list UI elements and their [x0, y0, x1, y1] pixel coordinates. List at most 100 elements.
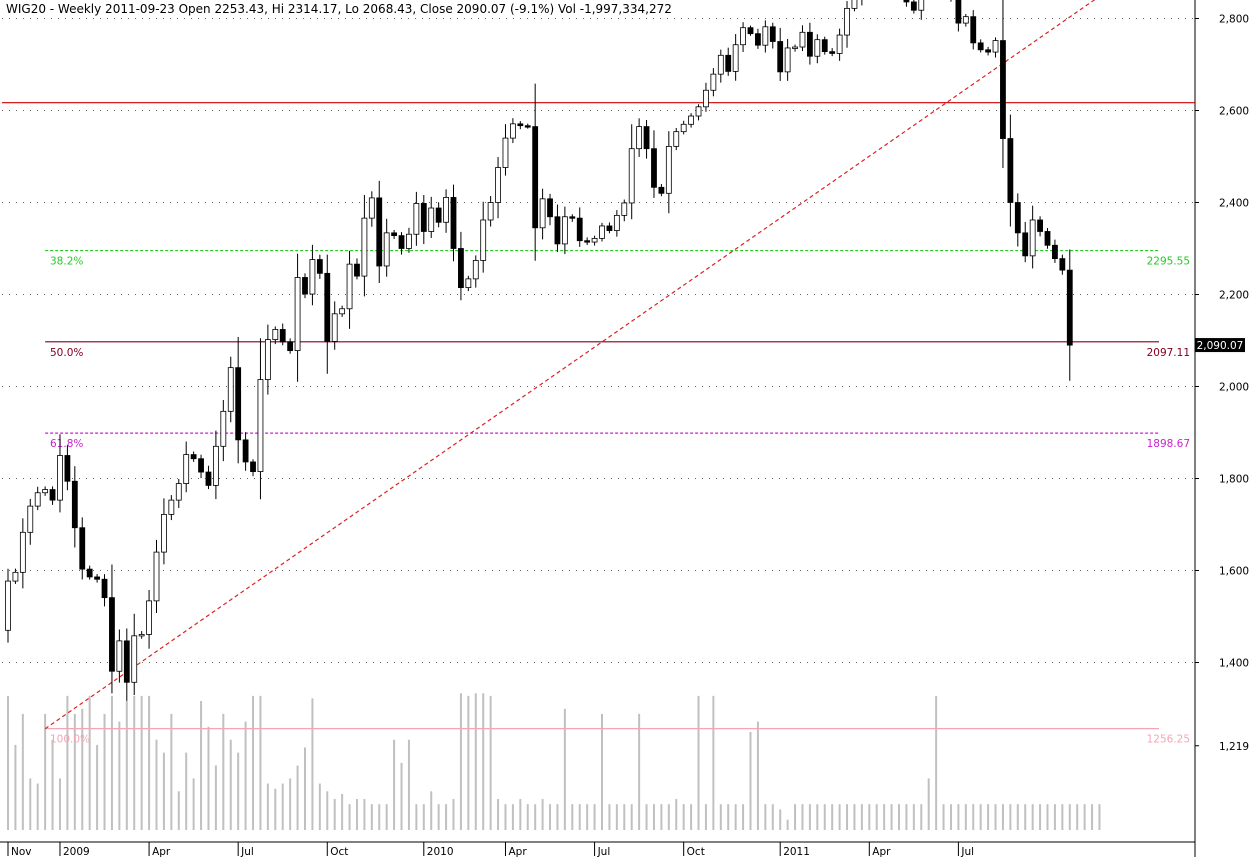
candle-body: [821, 39, 828, 53]
candle-body: [717, 54, 724, 75]
candle-body: [94, 576, 100, 580]
candle-body: [428, 207, 435, 232]
candle-body: [309, 259, 316, 295]
candle-body: [212, 445, 219, 486]
candle-body: [19, 531, 26, 573]
candle-body: [458, 248, 464, 288]
candle-body: [324, 272, 331, 342]
candle-body: [161, 513, 167, 553]
candle-body: [190, 454, 197, 460]
candle-body: [86, 568, 93, 578]
last-price-label: 2,090.07: [1197, 340, 1244, 352]
candle-body: [910, 1, 917, 11]
candle-body: [34, 492, 41, 507]
candle-body: [725, 54, 732, 72]
candle-body: [985, 49, 991, 53]
candle-body: [584, 240, 591, 243]
candle-body: [792, 46, 798, 49]
candle-body: [1037, 219, 1043, 232]
y-tick-label: 2,400: [1219, 198, 1249, 210]
candle-body: [227, 367, 234, 412]
candle-body: [109, 597, 115, 672]
candle-body: [547, 198, 553, 218]
y-tick-label: 1,219: [1219, 741, 1249, 753]
candle-body: [49, 489, 56, 501]
candle-body: [524, 125, 531, 128]
candle-body: [198, 458, 204, 473]
trend-line: [44, 0, 1096, 730]
candle-body: [613, 214, 620, 231]
candle-body: [1014, 202, 1021, 234]
candle-body: [688, 115, 694, 125]
candle-body: [591, 237, 598, 243]
candle-body: [710, 73, 717, 91]
candle-body: [12, 571, 19, 582]
candle-body: [606, 225, 613, 231]
candle-body: [784, 47, 791, 73]
candle-body: [168, 499, 175, 515]
candle-body: [361, 217, 368, 277]
candle-body: [836, 34, 843, 54]
candle-body: [1052, 244, 1058, 260]
candle-body: [5, 580, 11, 631]
candle-body: [368, 197, 375, 219]
candle-body: [599, 225, 605, 239]
candle-body: [651, 148, 657, 188]
y-tick-label: 2,000: [1219, 382, 1249, 394]
candle-body: [465, 278, 472, 288]
candle-body: [116, 640, 123, 672]
candle-body: [272, 329, 279, 340]
fib-level-value: 1256.25: [1147, 734, 1190, 746]
candle-body: [747, 27, 754, 35]
x-tick-label: Oct: [330, 846, 348, 857]
candle-body: [517, 123, 524, 127]
candle-body: [695, 106, 702, 117]
candle-body: [554, 216, 561, 245]
candle-body: [977, 42, 984, 51]
candle-body: [962, 16, 969, 24]
candle-body: [146, 600, 152, 635]
candle-body: [777, 41, 784, 73]
candle-body: [509, 123, 516, 139]
x-tick-label: Apr: [872, 846, 891, 857]
candle-body: [814, 39, 821, 57]
candle-body: [413, 203, 420, 235]
candle-body: [495, 167, 501, 203]
candle-body: [131, 635, 138, 683]
x-tick-label: 2010: [427, 846, 454, 857]
candle-body: [1066, 269, 1073, 346]
candle-body: [844, 7, 850, 36]
candle-body: [903, 0, 910, 3]
candle-body: [918, 0, 925, 11]
candle-body: [658, 186, 665, 194]
candle-body: [264, 339, 271, 380]
chart-header: WIG20 - Weekly 2011-09-23 Open 2253.43, …: [6, 2, 672, 16]
x-tick-label: 2009: [63, 846, 90, 857]
candle-body: [502, 137, 509, 168]
candle-body: [539, 198, 546, 229]
y-tick-label: 2,600: [1219, 106, 1249, 118]
candle-body: [680, 123, 687, 133]
y-tick-label: 1,400: [1219, 658, 1249, 670]
candle-body: [703, 89, 709, 108]
fib-level-label: 50.0%: [50, 347, 83, 359]
candle-body: [294, 277, 301, 352]
candle-body: [220, 410, 227, 447]
candle-body: [829, 51, 836, 54]
candle-body: [435, 207, 442, 223]
candle-body: [42, 489, 49, 494]
candle-body: [740, 27, 746, 46]
x-tick-label: Oct: [687, 846, 705, 857]
candle-body: [287, 341, 294, 352]
candle-body: [673, 131, 680, 147]
candle-body: [1000, 40, 1006, 139]
fib-level-value: 1898.67: [1147, 438, 1190, 450]
candle-body: [138, 634, 145, 637]
fib-level-label: 61.8%: [50, 438, 83, 450]
candle-body: [376, 197, 383, 267]
candle-body: [532, 126, 539, 229]
candle-body: [487, 202, 494, 221]
candle-body: [235, 367, 242, 441]
fib-level-label: 100.0%: [50, 734, 90, 746]
candle-body: [57, 455, 63, 501]
